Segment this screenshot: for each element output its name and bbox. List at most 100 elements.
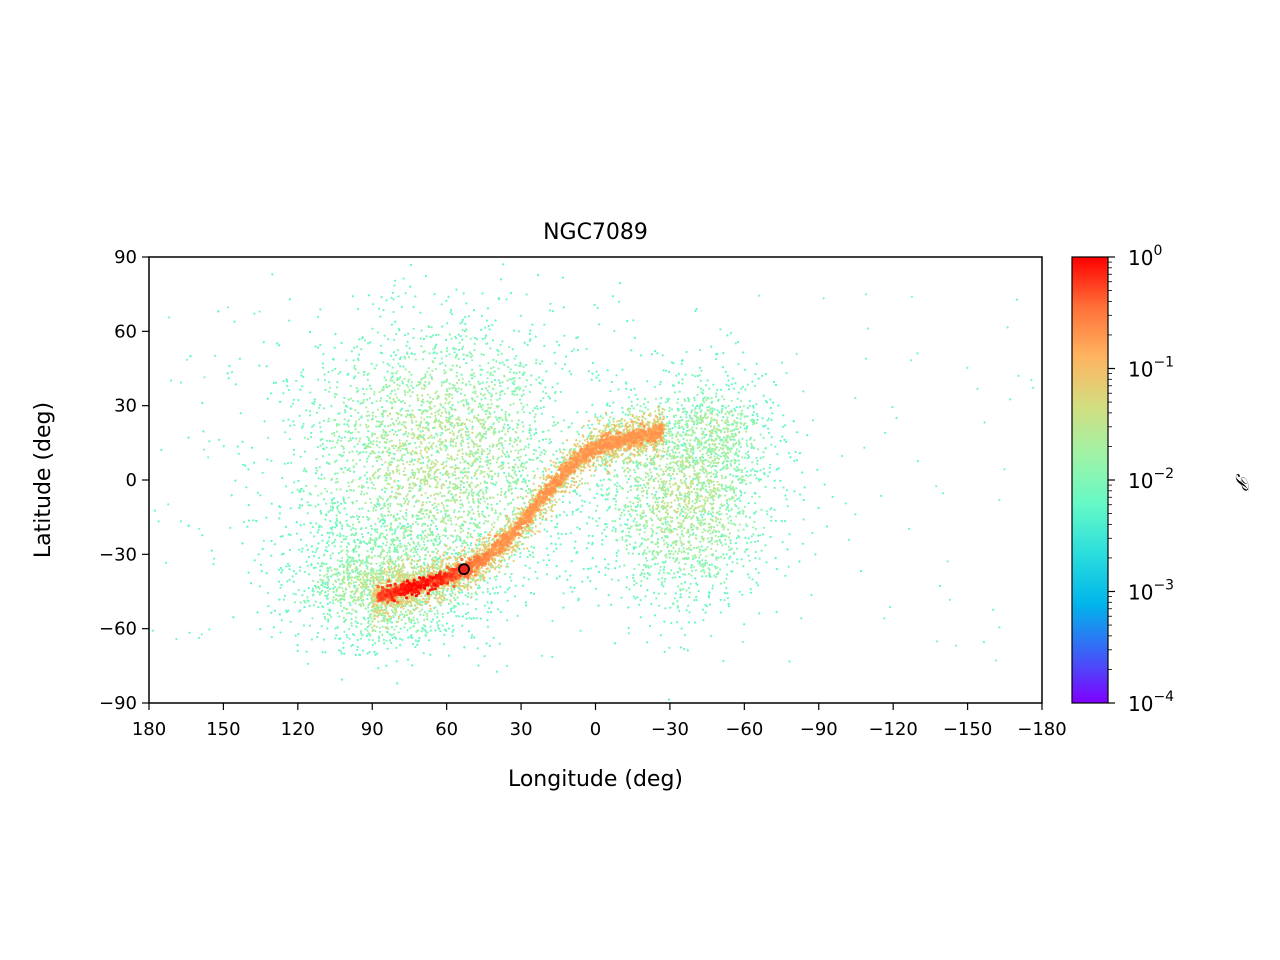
particle-point — [645, 454, 648, 457]
particle-point — [305, 544, 308, 547]
particle-point — [442, 643, 445, 646]
particle-point — [385, 400, 388, 403]
particle-point — [746, 470, 749, 473]
particle-point — [716, 489, 719, 492]
particle-point — [676, 398, 680, 401]
particle-point — [407, 636, 410, 639]
particle-point — [282, 598, 285, 601]
particle-point — [382, 638, 385, 641]
particle-point — [364, 607, 367, 610]
particle-point — [744, 456, 747, 459]
particle-point — [541, 430, 544, 433]
particle-point — [745, 452, 748, 455]
particle-point — [727, 384, 730, 387]
particle-point — [279, 566, 282, 570]
particle-point — [746, 525, 749, 528]
particle-point — [446, 589, 449, 592]
particle-point — [382, 428, 385, 432]
particle-point — [518, 398, 522, 401]
particle-point — [610, 380, 613, 384]
particle-point — [498, 431, 501, 434]
particle-point — [309, 504, 312, 507]
particle-point — [325, 546, 328, 549]
particle-point — [711, 515, 714, 518]
particle-point — [338, 521, 342, 524]
particle-point — [327, 370, 330, 374]
particle-point — [709, 421, 712, 425]
particle-point — [508, 378, 511, 381]
particle-point — [762, 526, 766, 529]
particle-point — [451, 630, 454, 633]
particle-point — [781, 541, 784, 544]
particle-point — [352, 600, 355, 603]
particle-point — [404, 393, 407, 396]
particle-point — [762, 467, 765, 470]
particle-point — [565, 514, 568, 517]
particle-point — [723, 398, 726, 401]
particle-point — [741, 481, 744, 484]
particle-point — [287, 388, 290, 392]
particle-point — [583, 500, 586, 503]
particle-point — [692, 459, 695, 462]
particle-point — [735, 406, 738, 409]
particle-point — [522, 389, 525, 392]
particle-point — [230, 494, 233, 497]
particle-point — [312, 554, 316, 558]
particle-point — [560, 456, 564, 459]
particle-point — [476, 647, 479, 650]
particle-point — [256, 611, 259, 614]
particle-point — [669, 466, 672, 469]
particle-point — [793, 459, 796, 462]
particle-point — [430, 454, 433, 457]
particle-point — [518, 377, 521, 380]
particle-point — [336, 626, 339, 630]
particle-point — [691, 555, 694, 558]
particle-point — [308, 624, 311, 627]
particle-point — [272, 626, 275, 629]
particle-point — [419, 430, 422, 433]
particle-point — [318, 421, 321, 424]
particle-point — [518, 459, 521, 462]
particle-point — [548, 559, 551, 562]
particle-point — [486, 371, 489, 374]
particle-point — [355, 437, 358, 440]
particle-point — [357, 307, 360, 310]
particle-point — [998, 499, 1001, 502]
particle-point — [404, 432, 407, 435]
particle-point — [511, 348, 514, 351]
particle-point — [229, 526, 232, 530]
particle-point — [490, 477, 493, 481]
particle-point — [982, 640, 986, 644]
particle-point — [523, 254, 525, 256]
particle-point — [365, 388, 368, 391]
particle-point — [390, 626, 394, 629]
particle-point — [439, 630, 442, 633]
particle-point — [353, 364, 356, 367]
particle-point — [388, 472, 391, 475]
particle-point — [526, 484, 529, 487]
particle-point — [528, 431, 531, 434]
particle-point — [355, 581, 358, 584]
particle-point — [747, 537, 750, 540]
particle-point — [309, 493, 312, 496]
particle-point — [280, 619, 283, 622]
particle-point — [740, 491, 743, 494]
particle-point — [457, 476, 460, 480]
particle-point — [517, 385, 520, 388]
particle-point — [370, 547, 373, 550]
particle-point — [662, 585, 665, 588]
particle-point — [253, 559, 256, 562]
particle-point — [663, 620, 666, 623]
particle-point — [435, 518, 438, 521]
particle-point — [533, 546, 536, 549]
particle-point — [693, 375, 697, 378]
particle-point — [659, 402, 662, 405]
particle-point — [709, 512, 712, 515]
particle-point — [365, 557, 368, 560]
particle-point — [566, 578, 569, 581]
particle-point — [723, 599, 726, 602]
particle-point — [289, 620, 292, 623]
particle-point — [760, 549, 763, 552]
particle-point — [484, 397, 487, 400]
particle-point — [473, 375, 476, 378]
